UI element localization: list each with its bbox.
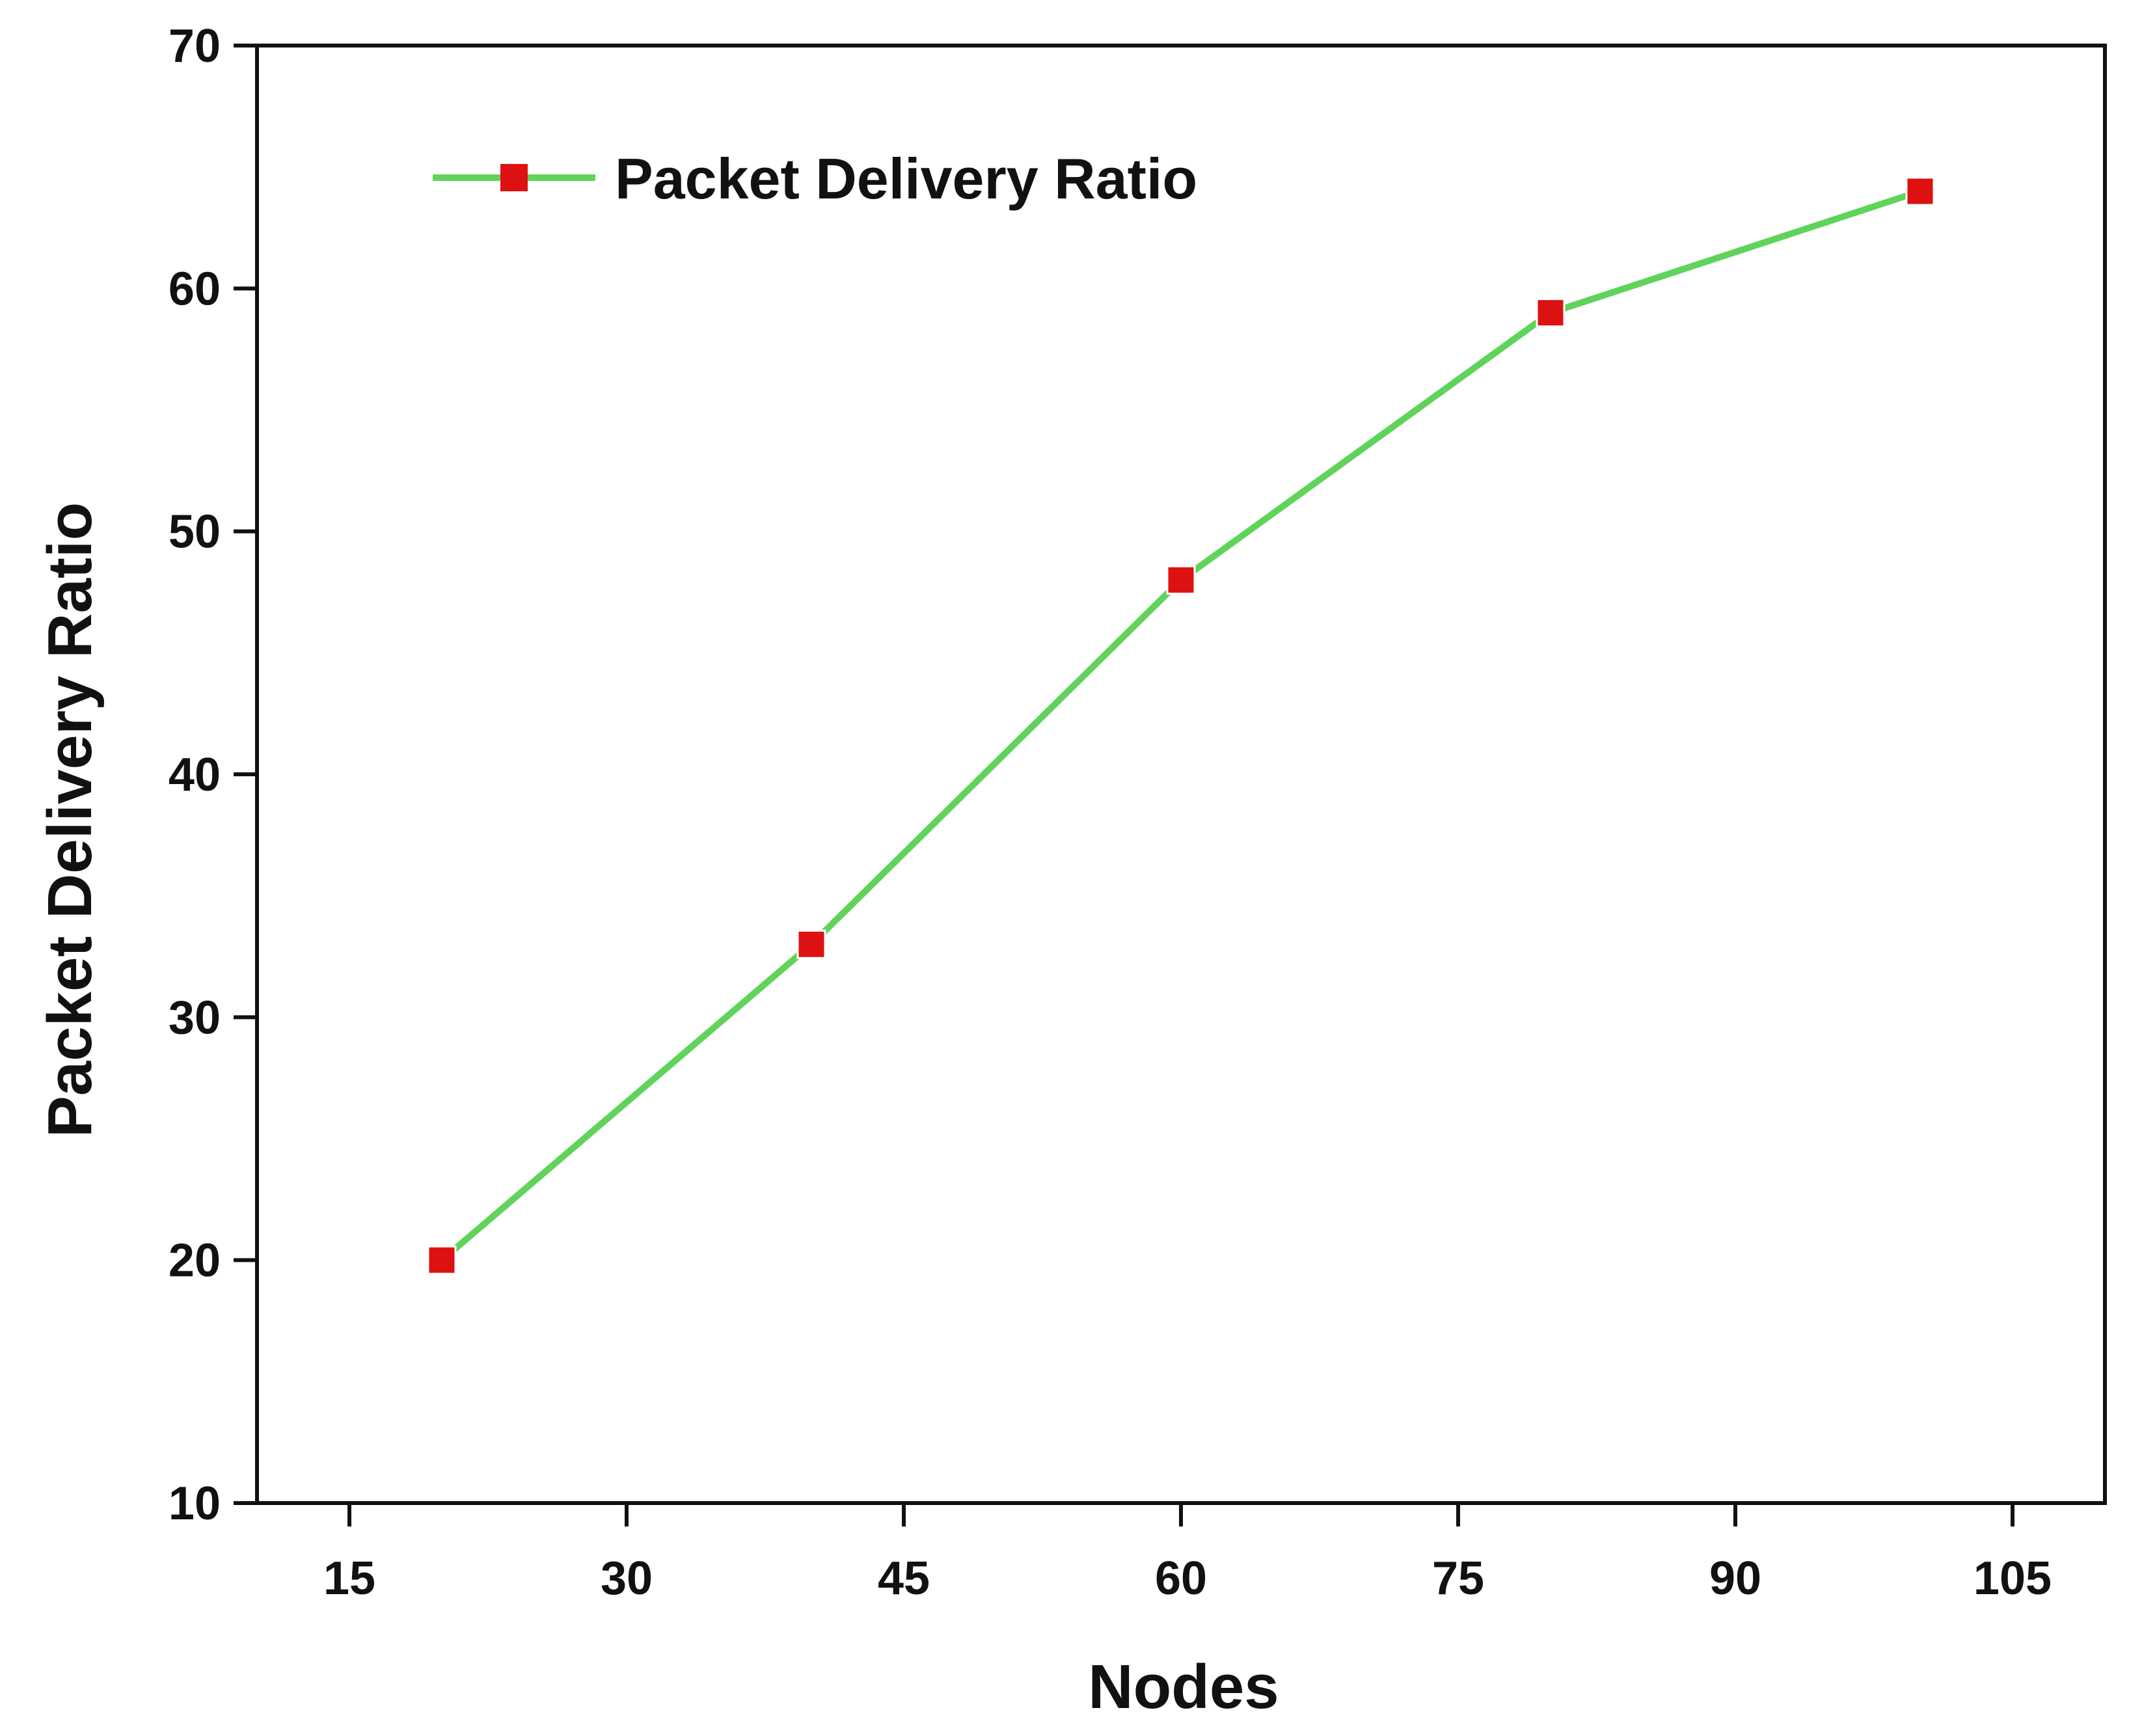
y-tick-label: 10 xyxy=(169,1478,221,1530)
y-tick-label: 20 xyxy=(169,1235,221,1287)
plot-frame xyxy=(255,44,2107,1505)
x-tick-label: 45 xyxy=(878,1553,930,1605)
y-tick-label: 70 xyxy=(169,20,221,72)
x-tick-label: 60 xyxy=(1155,1553,1207,1605)
series-line xyxy=(439,188,1923,1264)
y-tick-label: 40 xyxy=(169,749,221,801)
series-layer xyxy=(427,176,1935,1275)
x-tick-label: 30 xyxy=(601,1553,653,1605)
data-point-marker xyxy=(1536,298,1566,328)
x-axis-title: Nodes xyxy=(1088,1652,1279,1722)
y-axis-ticks: 10 20 30 40 50 60 70 xyxy=(169,20,257,1530)
y-tick-label: 60 xyxy=(169,263,221,315)
y-axis-title: Packet Delivery Ratio xyxy=(35,502,105,1138)
x-tick-label: 15 xyxy=(323,1553,375,1605)
data-point-marker xyxy=(427,1245,457,1275)
legend: Packet Delivery Ratio xyxy=(433,146,1197,211)
x-tick-label: 105 xyxy=(1973,1553,2052,1605)
data-point-marker xyxy=(796,929,826,959)
y-tick-label: 30 xyxy=(169,992,221,1044)
x-tick-label: 90 xyxy=(1709,1553,1761,1605)
x-tick-label: 75 xyxy=(1432,1553,1484,1605)
data-point-marker xyxy=(1166,565,1196,595)
x-axis-ticks: 15 30 45 60 75 90 105 xyxy=(323,1503,2052,1605)
data-point-marker xyxy=(1905,176,1935,206)
y-tick-label: 50 xyxy=(169,506,221,558)
legend-label: Packet Delivery Ratio xyxy=(615,146,1197,211)
legend-marker-swatch xyxy=(500,164,528,191)
